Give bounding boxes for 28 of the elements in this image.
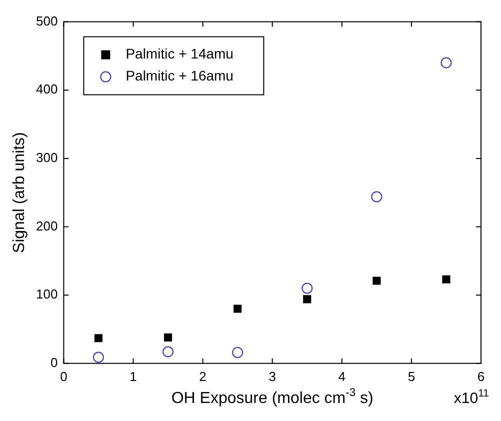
y-tick-label: 200 xyxy=(36,218,58,234)
y-tick-label: 400 xyxy=(36,82,58,97)
x-tick-label: 0 xyxy=(60,368,68,384)
x-tick-label: 6 xyxy=(477,368,485,384)
point xyxy=(372,276,381,285)
y-tick-label: 0 xyxy=(50,354,58,370)
point xyxy=(442,275,450,284)
point xyxy=(371,191,382,202)
point xyxy=(164,333,172,342)
point xyxy=(162,346,174,358)
point xyxy=(92,352,104,363)
y-tick-label: 500 xyxy=(36,13,58,28)
point xyxy=(94,334,102,342)
x-tick-label: 3 xyxy=(268,368,276,384)
x-tick-label: 2 xyxy=(199,368,206,384)
x-tick-label: 4 xyxy=(338,368,346,384)
x-tick-label: 1 xyxy=(130,368,137,384)
point xyxy=(232,346,244,358)
point xyxy=(234,304,242,313)
y-tick-label: 100 xyxy=(36,286,58,302)
y-axis-title: Signal (arb units) xyxy=(11,132,28,254)
point xyxy=(440,57,452,68)
x-tick-label: 5 xyxy=(408,368,416,384)
point xyxy=(303,295,312,304)
legend-label: Palmitic + 14amu xyxy=(126,46,234,62)
point xyxy=(302,282,313,294)
y-tick-label: 300 xyxy=(36,150,58,166)
legend-label: Palmitic + 16amu xyxy=(126,68,234,84)
